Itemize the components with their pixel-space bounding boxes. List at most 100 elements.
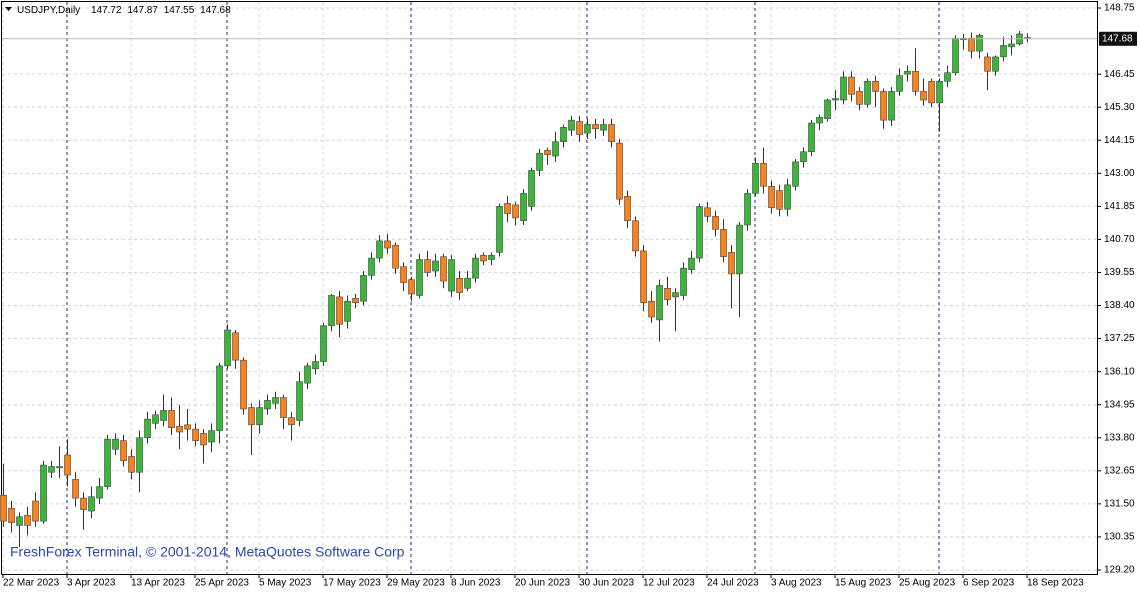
y-tick-label: 144.15 (1104, 135, 1135, 146)
candle-body (776, 190, 783, 210)
candle-body (272, 397, 279, 404)
candle-body (1000, 45, 1007, 58)
candle-body (656, 285, 663, 321)
candle-body (344, 300, 351, 322)
candle-body (120, 440, 127, 462)
candle-body (1008, 43, 1015, 48)
candle-body (888, 91, 895, 121)
candle-body (576, 121, 583, 135)
candle-body (320, 325, 327, 362)
x-tick-label: 18 Sep 2023 (1027, 578, 1084, 589)
candle-body (680, 267, 687, 296)
candle-body (160, 410, 167, 421)
x-tick-label: 3 Apr 2023 (67, 578, 116, 589)
candle-body (760, 162, 767, 187)
y-tick-label: 148.75 (1104, 3, 1135, 14)
x-tick-label: 13 Apr 2023 (131, 578, 185, 589)
x-tick-label: 12 Jul 2023 (643, 578, 695, 589)
candle-body (808, 122, 815, 153)
candle-body (400, 266, 407, 283)
x-tick-label: 25 Aug 2023 (899, 578, 956, 589)
candle-body (264, 400, 271, 410)
candle-body (920, 91, 927, 101)
y-tick-label: 137.25 (1104, 333, 1135, 344)
candle-body (800, 151, 807, 163)
candle-body (848, 76, 855, 95)
x-tick-label: 5 May 2023 (259, 578, 312, 589)
x-tick-label: 8 Jun 2023 (451, 578, 501, 589)
header-open: 147.72 (91, 5, 122, 16)
candle-body (672, 292, 679, 298)
candle-body (584, 124, 591, 134)
candle-body (752, 162, 759, 194)
y-tick-label: 146.45 (1104, 69, 1135, 80)
x-tick-label: 22 Mar 2023 (3, 578, 60, 589)
y-tick-label: 140.70 (1104, 234, 1135, 245)
candle-body (128, 456, 135, 473)
candle-body (424, 259, 431, 273)
candle-body (696, 206, 703, 259)
current-price-label: 147.68 (1102, 33, 1133, 44)
candle-body (176, 425, 183, 433)
y-tick-label: 145.30 (1104, 102, 1135, 113)
candle-body (464, 277, 471, 289)
candle-body (40, 464, 47, 522)
candle-body (832, 98, 839, 101)
symbol-menu-icon[interactable] (5, 7, 12, 11)
chart-header: USDJPY,Daily 147.72 147.87 147.55 147.68 (17, 5, 231, 16)
candle-body (744, 193, 751, 226)
candle-body (512, 204, 519, 219)
candle-body (432, 260, 439, 272)
x-tick-label: 17 May 2023 (323, 578, 381, 589)
candle-body (648, 300, 655, 318)
candle-body (200, 433, 207, 446)
candle-body (216, 365, 223, 431)
chart-title: USDJPY,Daily (17, 5, 80, 16)
candle-body (544, 150, 551, 155)
candle-body (936, 81, 943, 104)
candle-body (152, 414, 159, 424)
x-tick-label: 15 Aug 2023 (835, 578, 892, 589)
candle-body (360, 275, 367, 302)
candle-body (104, 438, 111, 487)
x-tick-label: 25 Apr 2023 (195, 578, 249, 589)
candle-body (392, 244, 399, 269)
candle-body (904, 70, 911, 75)
candle-body (528, 170, 535, 207)
candle-body (168, 410, 175, 428)
x-tick-label: 3 Aug 2023 (771, 578, 822, 589)
candle-body (560, 127, 567, 142)
candle-body (872, 81, 879, 92)
candle-body (80, 497, 87, 510)
plot-frame (1, 1, 1098, 575)
candle-body (768, 185, 775, 209)
header-high: 147.87 (127, 5, 158, 16)
y-tick-label: 134.95 (1104, 399, 1135, 410)
candle-body (112, 438, 119, 450)
candle-body (184, 424, 191, 430)
candle-body (144, 418, 151, 439)
header-close: 147.68 (200, 5, 231, 16)
candle-body (456, 277, 463, 293)
candle-body (824, 99, 831, 119)
candle-body (72, 479, 79, 499)
candle-body (296, 381, 303, 421)
candle-body (784, 184, 791, 210)
candle-body (592, 124, 599, 130)
candle-body (712, 216, 719, 230)
candle-body (24, 515, 31, 526)
candle-body (96, 486, 103, 499)
candle-body (136, 437, 143, 473)
candle-body (288, 417, 295, 426)
candle-body (944, 72, 951, 82)
candle-body (664, 287, 671, 301)
candle-body (448, 259, 455, 292)
candle-body (232, 332, 239, 361)
candle-body (608, 124, 615, 142)
candle-body (64, 454, 71, 476)
candle-body (640, 250, 647, 303)
y-tick-label: 141.85 (1104, 201, 1135, 212)
candle-body (600, 124, 607, 131)
candle-body (912, 70, 919, 92)
